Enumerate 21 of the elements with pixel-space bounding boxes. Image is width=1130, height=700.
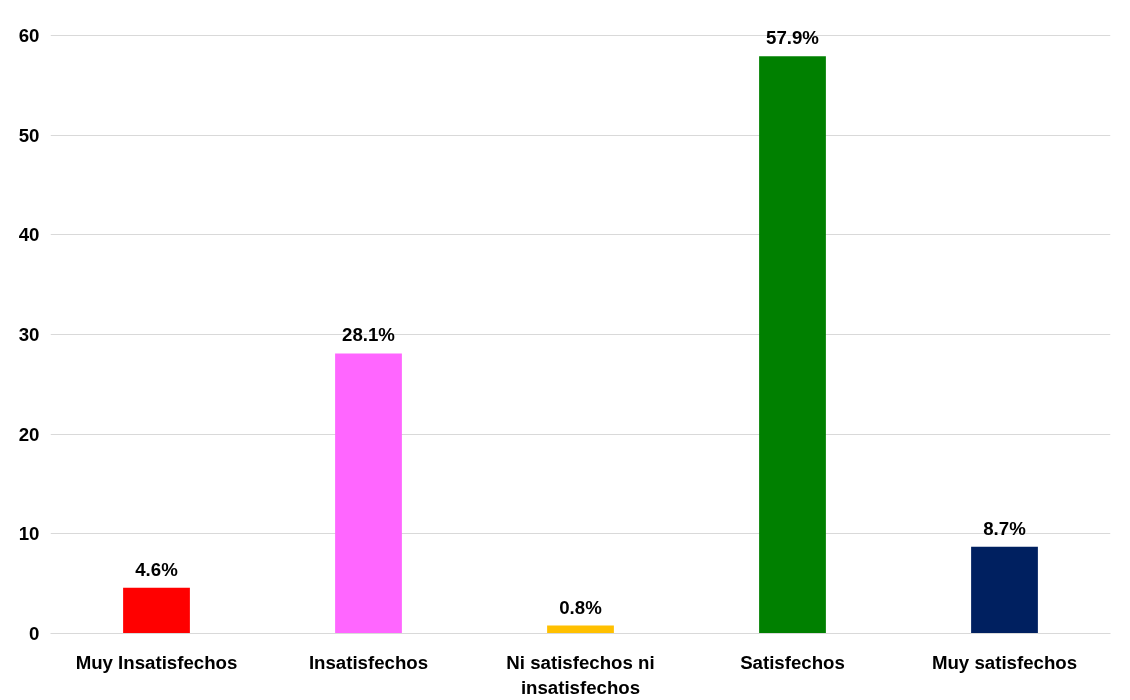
x-tick-label: Satisfechos <box>740 651 845 673</box>
data-label: 57.9% <box>766 27 820 49</box>
y-tick-label: 30 <box>18 323 40 345</box>
data-label: 28.1% <box>342 324 396 346</box>
bar <box>123 587 190 634</box>
y-tick-label: 40 <box>18 224 40 246</box>
data-label: 8.7% <box>983 517 1027 539</box>
data-label: 4.6% <box>135 558 179 580</box>
y-tick-label: 60 <box>18 24 40 46</box>
bar <box>335 353 402 634</box>
bar <box>759 56 826 634</box>
y-tick-label: 20 <box>18 423 40 445</box>
x-tick-label: Ni satisfechos ni insatisfechos <box>506 651 655 698</box>
x-tick-label: Muy satisfechos <box>931 651 1078 673</box>
x-tick-label: Insatisfechos <box>308 651 429 673</box>
y-tick-label: 10 <box>18 523 40 545</box>
y-tick-label: 0 <box>29 623 40 644</box>
x-tick-label: Muy Insatisfechos <box>75 651 238 673</box>
data-label: 0.8% <box>559 596 603 618</box>
y-tick-label: 50 <box>18 124 40 146</box>
bar <box>971 546 1038 634</box>
